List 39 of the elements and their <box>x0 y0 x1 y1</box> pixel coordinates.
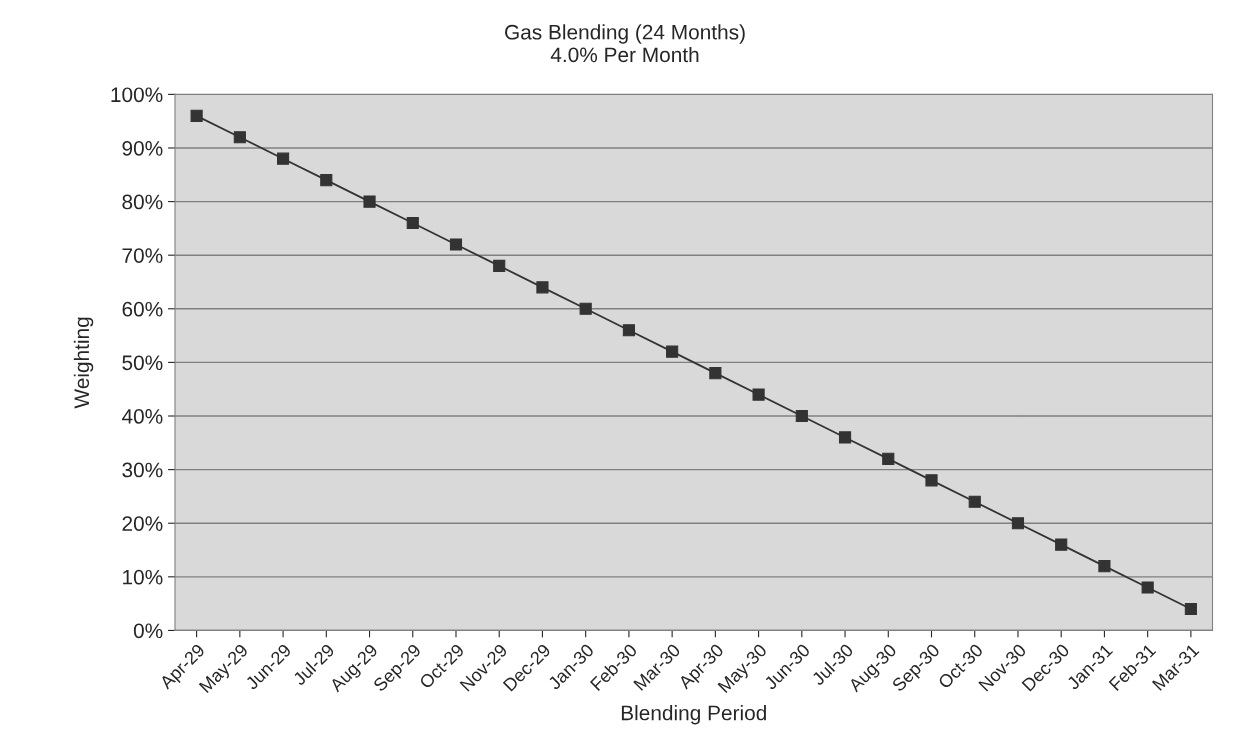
point <box>752 388 765 401</box>
point <box>579 302 592 315</box>
x-axis-title: Blending Period <box>621 705 766 725</box>
y-tick-label: 20% <box>122 516 163 531</box>
point <box>795 409 808 423</box>
y-tick-label: 30% <box>122 462 163 478</box>
point <box>277 152 290 165</box>
y-tick-label: 50% <box>122 355 163 371</box>
y-tick-label: 70% <box>122 248 163 263</box>
point <box>233 131 246 144</box>
y-axis-title: Weighting <box>73 317 94 409</box>
point <box>709 367 722 380</box>
point <box>1184 602 1197 616</box>
point <box>190 109 203 122</box>
point <box>925 474 938 487</box>
point <box>1141 581 1154 594</box>
point <box>1055 538 1068 551</box>
y-tick-label: 0% <box>133 623 163 639</box>
point <box>363 195 376 208</box>
point <box>449 238 463 251</box>
point <box>493 259 506 272</box>
point <box>666 345 679 358</box>
point <box>536 281 549 294</box>
y-tick-label: 60% <box>122 301 163 317</box>
point <box>838 431 852 444</box>
point <box>320 174 333 187</box>
point <box>406 216 419 230</box>
chart-subtitle: 4.0% Per Month <box>550 46 699 63</box>
y-tick-label: 90% <box>122 140 163 156</box>
point <box>1011 517 1025 530</box>
point <box>968 495 981 508</box>
point <box>1098 560 1111 573</box>
point <box>882 452 895 465</box>
y-tick-label: 100% <box>111 87 163 103</box>
chart-title: Gas Blending (24 Months) <box>505 24 745 44</box>
point <box>622 324 635 337</box>
y-tick-label: 40% <box>121 409 163 424</box>
y-tick-label: 80% <box>122 194 163 210</box>
y-tick-label: 10% <box>123 569 163 585</box>
